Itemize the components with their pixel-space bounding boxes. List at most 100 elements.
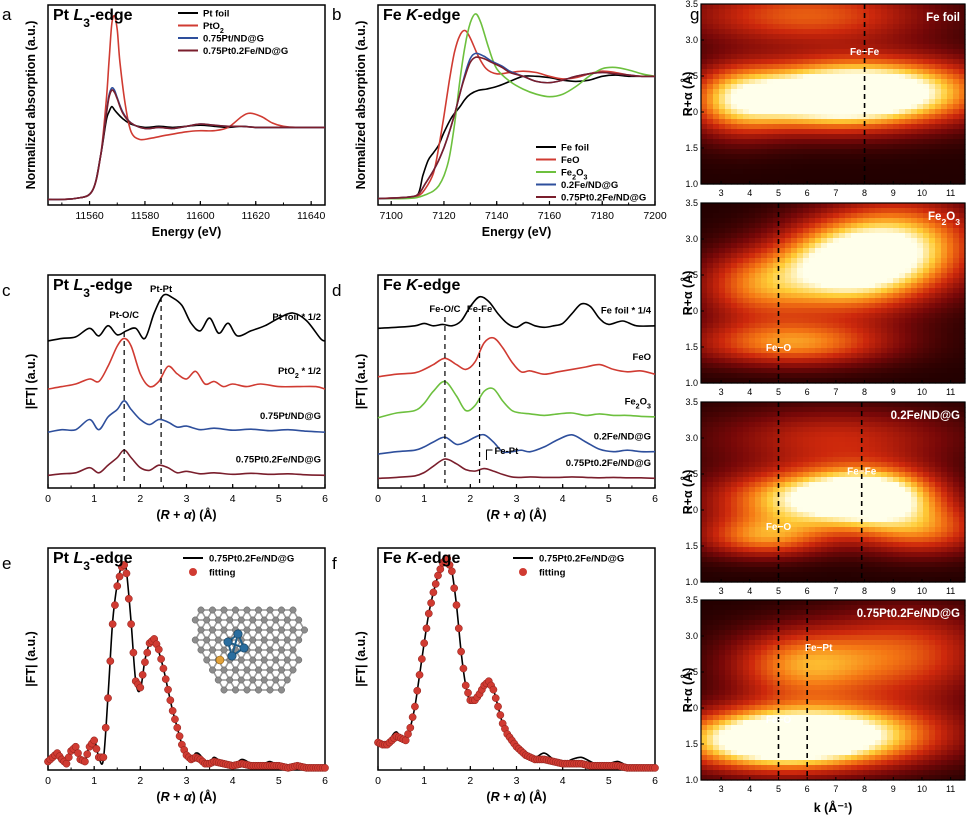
heatmap-cell: [725, 114, 732, 120]
heatmap-cell: [749, 417, 756, 423]
heatmap-cell: [827, 363, 834, 369]
heatmap-cell: [797, 343, 804, 349]
heatmap-cell: [929, 263, 936, 269]
heatmap-cell: [767, 547, 774, 553]
heatmap-cell: [947, 273, 954, 279]
heatmap-cell: [767, 134, 774, 140]
heatmap-cell: [797, 512, 804, 518]
heatmap-cell: [947, 149, 954, 155]
heatmap-cell: [707, 542, 714, 548]
heatmap-cell: [755, 74, 762, 80]
peak-label: Fe-Fe: [467, 304, 492, 315]
heatmap-cell: [935, 64, 942, 70]
heatmap-cell: [827, 298, 834, 304]
heatmap-cell: [707, 437, 714, 443]
fit-marker: [92, 745, 101, 753]
heatmap-cell: [761, 323, 768, 329]
carbon-atom: [289, 666, 297, 674]
heatmap-cell: [899, 293, 906, 299]
heatmap-cell: [953, 54, 960, 60]
heatmap-cell: [707, 303, 714, 309]
heatmap-cell: [845, 348, 852, 354]
heatmap-cell: [743, 253, 750, 259]
heatmap-cell: [809, 4, 816, 10]
heatmap-cell: [761, 497, 768, 503]
heatmap-cell: [953, 258, 960, 264]
heatmap-cell: [875, 114, 882, 120]
heatmap-cell: [809, 532, 816, 538]
heatmap-cell: [785, 4, 792, 10]
heatmap-cell: [905, 154, 912, 160]
heatmap-cell: [851, 348, 858, 354]
heatmap-cell: [815, 164, 822, 170]
heatmap-cell: [755, 487, 762, 493]
heatmap-cell: [839, 124, 846, 130]
heatmap-cell: [731, 442, 738, 448]
chart-f: f0 1 2 3 4 5 6(R + α) (Å)|FT| (a.u.)Fe K-edge 0…: [332, 547, 659, 804]
heatmap-cell: [833, 442, 840, 448]
heatmap-cell: [809, 323, 816, 329]
heatmap-cell: [725, 208, 732, 214]
heatmap-cell: [857, 84, 864, 90]
heatmap-cell: [731, 437, 738, 443]
heatmap-cell: [899, 233, 906, 239]
heatmap-cell: [809, 84, 816, 90]
heatmap-cell: [857, 492, 864, 498]
x-tick-label: 0: [375, 775, 381, 787]
heatmap-cell: [869, 164, 876, 170]
heatmap-cell: [809, 44, 816, 50]
heatmap-cell: [743, 512, 750, 518]
heatmap-cell: [725, 119, 732, 125]
heatmap-cell: [953, 263, 960, 269]
heatmap-cell: [701, 348, 708, 354]
heatmap-cell: [701, 44, 708, 50]
heatmap-cell: [785, 417, 792, 423]
fit-marker: [452, 601, 461, 609]
heatmap-cell: [869, 338, 876, 344]
heatmap-cell: [719, 572, 726, 578]
heatmap-cell: [743, 373, 750, 379]
heatmap-cell: [941, 174, 948, 180]
heatmap-cell: [851, 522, 858, 528]
heatmap-cell: [833, 59, 840, 65]
heatmap-cell: [785, 233, 792, 239]
heatmap-cell: [947, 54, 954, 60]
heatmap-cell: [941, 248, 948, 254]
heatmap-cell: [797, 288, 804, 294]
heatmap-cell: [905, 74, 912, 80]
heatmap-cell: [857, 477, 864, 483]
heatmap-cell: [935, 258, 942, 264]
heatmap-cell: [905, 263, 912, 269]
series-line: [378, 29, 655, 200]
heatmap-cell: [821, 303, 828, 309]
heatmap-cell: [755, 268, 762, 274]
carbon-atom: [255, 686, 262, 694]
heatmap-cell: [899, 24, 906, 30]
heatmap-cell: [929, 84, 936, 90]
heatmap-cell: [857, 273, 864, 279]
heatmap-cell: [953, 308, 960, 314]
heatmap-cell: [875, 119, 882, 125]
heatmap-cell: [953, 313, 960, 319]
heatmap-cell: [881, 144, 888, 150]
heatmap-cell: [713, 477, 720, 483]
heatmap-cell: [791, 248, 798, 254]
heatmap-cell: [803, 353, 810, 359]
heatmap-cell: [863, 333, 870, 339]
heatmap-cell: [707, 358, 714, 364]
heatmap-cell: [719, 233, 726, 239]
heatmap-cell: [725, 24, 732, 30]
carbon-atom: [255, 626, 262, 634]
carbon-atom: [226, 616, 234, 624]
heatmap-cell: [815, 114, 822, 120]
heatmap-cell: [899, 373, 906, 379]
legend-label: FeO: [561, 155, 579, 166]
x-tick-label: 5: [776, 387, 781, 397]
heatmap-cell: [821, 298, 828, 304]
heatmap-cell: [707, 84, 714, 90]
heatmap-cell: [761, 462, 768, 468]
heatmap-cell: [791, 218, 798, 224]
heatmap-cell: [821, 502, 828, 508]
heatmap-cell: [935, 353, 942, 359]
heatmap-cell: [905, 238, 912, 244]
